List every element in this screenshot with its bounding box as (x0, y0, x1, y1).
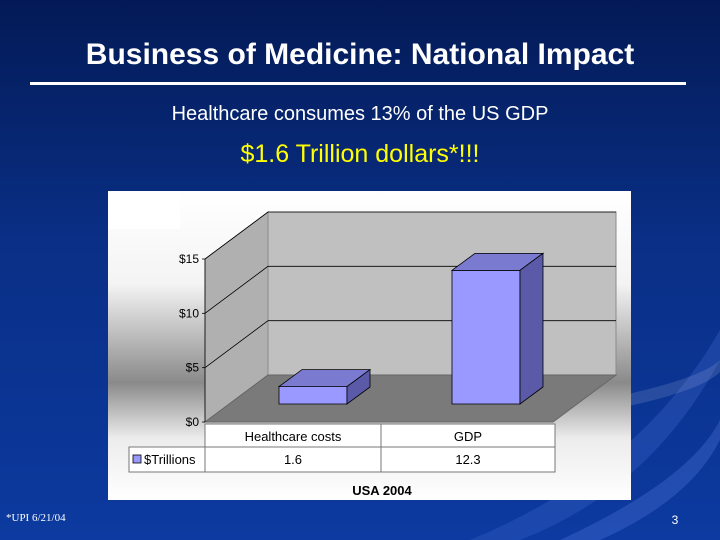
bar-front (278, 386, 348, 405)
legend-swatch (132, 454, 142, 464)
footnote: *UPI 6/21/04 (6, 512, 66, 524)
y-tick-label: $10 (179, 306, 199, 320)
title-divider (30, 82, 686, 85)
chart-floor (203, 374, 618, 423)
y-tick-label: $15 (179, 252, 199, 266)
gridline (204, 211, 616, 260)
data-table (204, 423, 556, 473)
page-number: 3 (671, 513, 679, 527)
y-tick-label: $0 (186, 415, 200, 429)
data-label: 1.6 (284, 452, 302, 467)
chart-corner (108, 191, 180, 229)
back-wall (267, 211, 617, 376)
bar-side (346, 368, 371, 405)
x-axis-title: USA 2004 (352, 483, 412, 498)
bar-front (451, 269, 521, 405)
highlight-text: $1.6 Trillion dollars*!!! (240, 140, 480, 168)
slide-subtitle: Healthcare consumes 13% of the US GDP (171, 103, 549, 125)
category-label: GDP (454, 429, 482, 444)
legend-entry: $Trillions (144, 452, 196, 467)
legend-cell (128, 446, 206, 473)
slide-title: Business of Medicine: National Impact (85, 38, 635, 71)
category-label: Healthcare costs (245, 429, 342, 444)
chart-panel: $0 $5 $10 $15 Healthcare costs 1.6 GDP 12.3 $Tri… (108, 191, 631, 500)
bar-side (519, 252, 544, 405)
data-label: 12.3 (455, 452, 480, 467)
bar-chart: $0 $5 $10 $15 Healthcare costs 1.6 GDP 12.3 $Tri… (128, 211, 618, 498)
y-tick-label: $5 (186, 361, 200, 375)
